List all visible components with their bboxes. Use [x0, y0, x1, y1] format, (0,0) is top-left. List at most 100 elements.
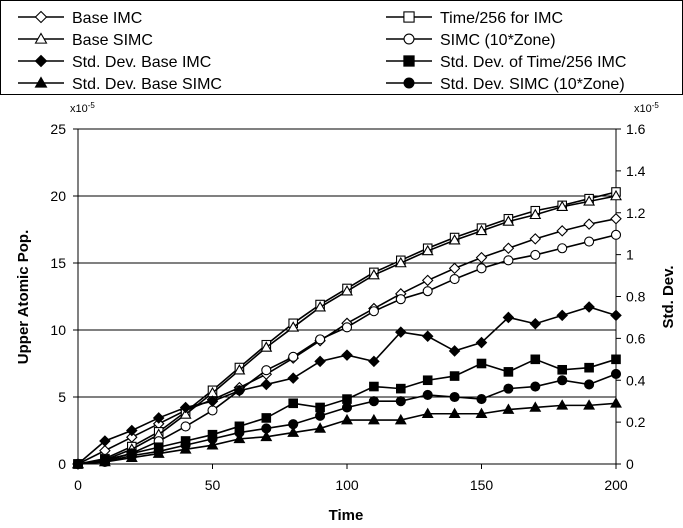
data-point [610, 213, 622, 225]
y-right-tick-label: 0.8 [626, 289, 646, 305]
data-point [448, 345, 461, 357]
data-point [395, 326, 407, 338]
y-axis-title-right: Std. Dev. [660, 265, 677, 328]
legend-label: Base SIMC [72, 32, 153, 49]
y-right-tick-label: 0.4 [626, 372, 646, 388]
legend-label: Std. Dev. Base SIMC [72, 76, 222, 93]
data-point [367, 413, 380, 425]
legend-marker [34, 10, 48, 24]
y-right-tick-label: 0.2 [626, 414, 646, 430]
legend-item: Base IMC [18, 10, 142, 27]
data-point [449, 391, 460, 403]
data-point [233, 384, 246, 397]
data-point [557, 243, 568, 254]
y-right-tick-label: 1.4 [626, 163, 646, 179]
data-point [556, 399, 569, 410]
data-point [583, 218, 595, 230]
legend-marker [34, 76, 48, 88]
y-left-tick-label: 5 [58, 389, 66, 405]
data-point [341, 413, 353, 425]
data-point [583, 195, 596, 206]
legend-item: Std. Dev. Base IMC [18, 54, 211, 71]
series-std-dev-simc-10-zone- [72, 368, 622, 470]
data-point [395, 396, 406, 407]
data-point [476, 358, 487, 369]
y-left-tick-label: 10 [50, 322, 66, 338]
data-point [610, 189, 622, 201]
data-point [341, 349, 353, 361]
legend-label: Std. Dev. of Time/256 IMC [440, 54, 626, 71]
data-point [584, 379, 595, 390]
x-tick-label: 150 [470, 477, 494, 493]
data-point [422, 375, 433, 386]
data-point [395, 383, 406, 394]
data-point [394, 413, 407, 425]
legend-label: Std. Dev. Base IMC [72, 54, 211, 71]
x-tick-label: 50 [205, 477, 221, 493]
x-axis-title: Time [329, 507, 364, 524]
legend-marker [403, 55, 415, 67]
data-point [448, 262, 461, 275]
data-point [448, 234, 461, 245]
data-point [207, 405, 218, 416]
data-point [584, 236, 595, 247]
data-point [502, 242, 515, 255]
legend-label: Base IMC [72, 10, 142, 27]
data-point [234, 427, 245, 438]
series-lines [72, 187, 622, 470]
data-point [180, 440, 191, 451]
data-point [584, 362, 594, 373]
data-point [475, 251, 488, 264]
data-point [126, 424, 138, 437]
data-point [180, 421, 191, 432]
data-point [233, 364, 246, 375]
data-point [583, 301, 595, 313]
data-point [260, 378, 273, 391]
data-point [206, 439, 219, 450]
legend-item: Std. Dev. Base SIMC [18, 76, 222, 93]
data-point [475, 224, 488, 236]
data-point [529, 317, 542, 330]
legend-marker [34, 32, 48, 44]
data-point [261, 365, 272, 376]
data-point [126, 450, 137, 461]
y-axis-title-left: Upper Atomic Pop. [15, 230, 32, 364]
data-point [233, 432, 246, 444]
legend-label: Time/256 for IMC [440, 10, 563, 27]
data-point [610, 309, 622, 322]
data-point [72, 458, 84, 470]
data-point [529, 233, 542, 245]
data-point [368, 355, 380, 368]
y-left-tick-label: 0 [58, 456, 66, 472]
x-tick-label: 100 [335, 477, 359, 493]
data-point [315, 334, 326, 345]
data-point [287, 426, 300, 437]
legend-item: Time/256 for IMC [386, 10, 563, 27]
data-point [610, 397, 622, 408]
data-point [394, 256, 407, 268]
data-point [314, 355, 326, 368]
data-point [610, 368, 622, 380]
data-point [448, 407, 461, 419]
data-point [556, 225, 568, 237]
legend-label: SIMC (10*Zone) [440, 32, 556, 49]
data-point [341, 322, 353, 333]
data-point [99, 456, 110, 467]
data-point [342, 394, 352, 404]
data-point [367, 268, 380, 280]
data-point [529, 208, 542, 220]
legend-item: Std. Dev. of Time/256 IMC [386, 54, 626, 71]
legend-marker [403, 11, 415, 23]
data-point [395, 294, 406, 305]
data-point [288, 419, 299, 430]
data-point [179, 401, 192, 414]
data-point [207, 433, 218, 444]
data-point [261, 423, 272, 434]
legend-item: Base SIMC [18, 32, 153, 49]
legend-item: SIMC (10*Zone) [386, 32, 556, 49]
y-left-tick-label: 15 [50, 255, 66, 271]
data-point [206, 395, 219, 407]
y-left-tick-label: 25 [50, 121, 66, 137]
data-point [341, 402, 353, 413]
